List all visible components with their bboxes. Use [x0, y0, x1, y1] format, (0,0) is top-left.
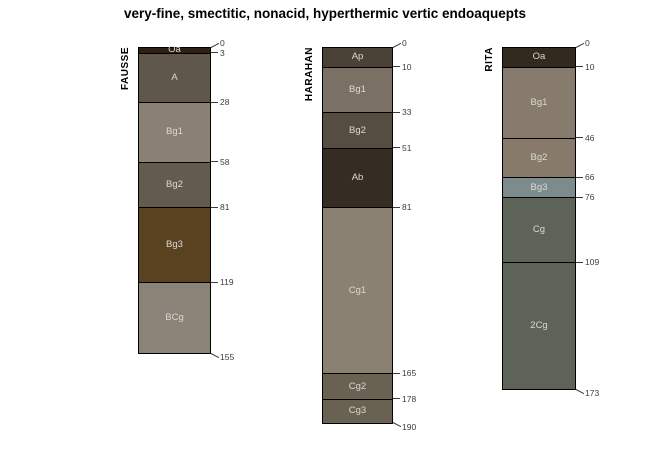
- depth-tick-leader: [576, 176, 583, 178]
- depth-tick-label: 10: [402, 61, 412, 72]
- depth-tick-label: 3: [220, 47, 225, 58]
- horizon-label: Bg3: [530, 181, 548, 193]
- depth-tick-leader: [393, 398, 400, 400]
- horizon-label: Oa: [168, 44, 181, 56]
- depth-tick-label: 119: [220, 277, 234, 288]
- depth-tick-label: 178: [402, 393, 417, 404]
- depth-tick-leader: [575, 42, 585, 48]
- depth-tick-label: 190: [402, 421, 417, 432]
- depth-tick-leader: [576, 66, 583, 68]
- horizon-box-cg2: Cg2: [322, 373, 393, 400]
- soil-profile-harahan: HARAHAN Ap Bg1 Bg2 Ab Cg1 Cg2 Cg3 0 10 33 51 81 165 17…: [304, 38, 416, 432]
- horizon-box-bg1: Bg1: [138, 102, 211, 163]
- horizon-label: Ap: [351, 51, 364, 63]
- depth-tick-label: 0: [585, 38, 590, 48]
- horizon-box-cg1: Cg1: [322, 207, 393, 375]
- horizon-box-bg3: Bg3: [138, 207, 211, 284]
- horizon-label: 2Cg: [530, 320, 548, 332]
- depth-tick-leader: [393, 372, 400, 374]
- depth-tick-leader: [393, 66, 400, 68]
- horizon-label: Cg1: [348, 284, 367, 296]
- depth-tick-leader: [211, 52, 218, 54]
- profile-name-label: RITA: [484, 47, 495, 72]
- horizon-box-cg: Cg: [502, 197, 576, 264]
- depth-tick-label: 58: [220, 156, 230, 167]
- horizon-label: Oa: [532, 51, 546, 63]
- horizon-box-a: A: [138, 52, 211, 104]
- depth-tick-label: 66: [585, 172, 595, 183]
- depth-tick-leader: [393, 111, 400, 113]
- horizon-box-cg3: Cg3: [322, 398, 393, 424]
- horizon-box-2cg: 2Cg: [502, 262, 576, 390]
- depth-tick-leader: [576, 137, 583, 139]
- horizon-label: Bg3: [166, 239, 183, 251]
- horizon-box-bg3: Bg3: [502, 177, 576, 199]
- horizon-label: Bg1: [166, 126, 183, 138]
- horizon-box-oa: Oa: [138, 44, 211, 56]
- horizon-box-bg2: Bg2: [502, 137, 576, 179]
- horizon-box-oa: Oa: [502, 47, 576, 68]
- horizon-label: Bg2: [166, 178, 183, 190]
- depth-tick-leader: [575, 388, 585, 394]
- horizon-box-ab: Ab: [322, 147, 393, 209]
- horizon-label: Ab: [351, 171, 364, 183]
- depth-tick-leader: [393, 206, 400, 208]
- depth-tick-label: 46: [585, 132, 595, 143]
- depth-tick-label: 81: [220, 202, 230, 213]
- depth-tick-leader: [392, 422, 402, 428]
- depth-tick-label: 173: [585, 388, 600, 399]
- horizon-label: Cg3: [348, 405, 367, 417]
- depth-tick-label: 0: [402, 38, 407, 48]
- horizon-label: A: [171, 72, 178, 84]
- depth-tick-leader: [392, 42, 402, 48]
- horizon-label: Bg1: [530, 96, 548, 108]
- depth-tick-leader: [211, 161, 218, 163]
- profile-name-label: HARAHAN: [304, 47, 315, 102]
- horizon-box-bcg: BCg: [138, 282, 211, 355]
- horizon-label: BCg: [165, 312, 184, 324]
- horizon-label: Cg: [532, 224, 546, 236]
- depth-tick-leader: [393, 147, 400, 149]
- horizon-label: Bg2: [530, 152, 548, 164]
- depth-tick-label: 33: [402, 107, 412, 118]
- horizon-label: Bg1: [349, 84, 366, 95]
- horizon-box-ap: Ap: [322, 47, 393, 68]
- depth-tick-label: 81: [402, 202, 412, 213]
- depth-tick-label: 165: [402, 368, 417, 379]
- depth-tick-leader: [211, 281, 218, 283]
- soil-profile-fausse: FAUSSE Oa A Bg1 Bg2 Bg3 BCg 0 3 28 58 81 119 155: [120, 38, 234, 362]
- horizon-box-bg1: Bg1: [322, 66, 393, 114]
- profile-name-label: FAUSSE: [120, 47, 131, 91]
- depth-tick-leader: [576, 261, 583, 263]
- depth-tick-label: 109: [585, 257, 600, 268]
- depth-tick-label: 0: [220, 38, 225, 48]
- depth-tick-leader: [210, 352, 220, 359]
- horizon-box-bg2: Bg2: [322, 112, 393, 149]
- depth-tick-label: 10: [585, 61, 595, 72]
- depth-tick-leader: [210, 42, 220, 48]
- depth-tick-leader: [211, 101, 218, 103]
- depth-tick-label: 28: [220, 97, 230, 108]
- horizon-label: Cg2: [348, 380, 367, 392]
- depth-tick-leader: [576, 196, 583, 198]
- depth-tick-leader: [211, 206, 218, 208]
- depth-tick-label: 51: [402, 142, 412, 153]
- horizon-box-bg2: Bg2: [138, 161, 211, 209]
- horizon-label: Bg2: [349, 124, 366, 136]
- depth-tick-label: 76: [585, 192, 595, 203]
- figure-title: very-fine, smectitic, nonacid, hyperther…: [123, 6, 527, 21]
- horizon-box-bg1: Bg1: [502, 66, 576, 139]
- depth-tick-label: 155: [220, 352, 235, 363]
- soil-profile-rita: RITA Oa Bg1 Bg2 Bg3 Cg 2Cg 0 10 46 66 76 109 173: [484, 38, 599, 398]
